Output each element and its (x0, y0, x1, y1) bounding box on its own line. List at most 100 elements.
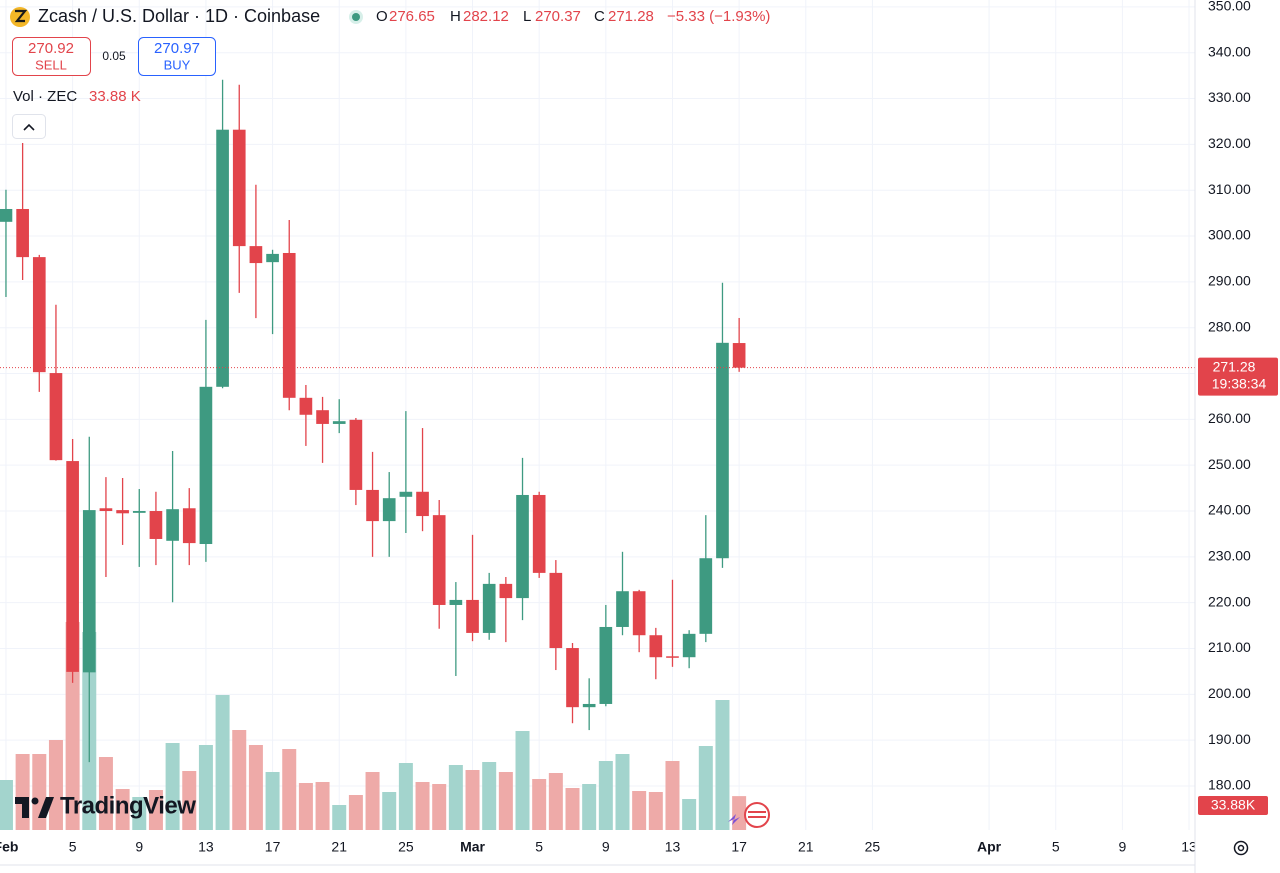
candle-body (282, 252, 296, 398)
collapse-icon (23, 123, 35, 131)
event-icon[interactable] (744, 802, 770, 828)
volume-bar (298, 783, 313, 830)
ohlc-c: C (594, 8, 605, 25)
volume-bar (465, 770, 480, 830)
candle-body (266, 253, 279, 263)
candle-body (649, 635, 663, 658)
candle-body (366, 489, 379, 522)
candle-body (116, 510, 129, 514)
volume-bar (182, 771, 197, 830)
y-tick-label: 260.00 (1208, 410, 1251, 426)
ohlc-change: −5.33 (−1.93%) (667, 8, 770, 25)
candle-body (349, 419, 363, 490)
candle-body (732, 343, 746, 368)
x-tick-label: 17 (731, 839, 747, 855)
candle-body (499, 583, 513, 599)
ohlc-open: 276.65 (389, 8, 435, 25)
x-tick-label: 9 (1118, 839, 1126, 855)
candle-body (332, 421, 346, 424)
x-tick-label: Mar (460, 839, 485, 855)
y-tick-label: 320.00 (1208, 135, 1251, 151)
volume-badge-value: 33.88K (1211, 797, 1256, 813)
candle-body (666, 656, 679, 658)
x-tick-label: 17 (265, 839, 281, 855)
sell-label: SELL (35, 57, 67, 72)
x-tick-label: 9 (135, 839, 143, 855)
candle-body (549, 572, 563, 649)
volume-bar (698, 746, 713, 830)
volume-bar (382, 792, 397, 830)
volume-bar (165, 743, 180, 830)
ohlc-l: L (523, 8, 531, 25)
logo-mark (15, 797, 29, 818)
candle-body (32, 257, 46, 373)
y-tick-label: 200.00 (1208, 685, 1251, 701)
volume-bar (132, 797, 147, 830)
candle-body (399, 491, 413, 497)
candle-body (216, 129, 229, 387)
candle-body (182, 508, 196, 544)
candle-body (599, 626, 613, 704)
candle-body (699, 558, 713, 634)
settings-icon[interactable] (1233, 840, 1249, 856)
volume-bar (48, 740, 63, 830)
volume-bar (515, 731, 530, 830)
x-tick-label: 9 (602, 839, 610, 855)
candle-body (632, 591, 646, 636)
volume-bar (598, 761, 613, 830)
candle-body (432, 515, 446, 605)
gear (1233, 840, 1249, 856)
sell-button[interactable] (12, 37, 91, 76)
y-tick-label: 230.00 (1208, 548, 1251, 564)
ohlc-low: 270.37 (535, 8, 581, 25)
y-tick-label: 220.00 (1208, 593, 1251, 609)
x-tick-label: 13 (1181, 839, 1197, 855)
x-tick-label: Apr (977, 839, 1002, 855)
price-badge-value: 271.28 (1213, 358, 1256, 374)
y-tick-label: 240.00 (1208, 502, 1251, 518)
volume-bar (565, 788, 580, 830)
volume-bar (232, 730, 247, 830)
candle-body (682, 633, 696, 658)
volume-bar (615, 754, 630, 830)
volume-bar (32, 754, 47, 830)
status-dot (352, 13, 360, 21)
volume-bar (432, 784, 447, 830)
volume-bar (265, 772, 280, 830)
candle-body (166, 509, 179, 541)
countdown: 19:38:34 (1212, 375, 1267, 391)
candle-body (99, 508, 113, 512)
volume-bar (715, 700, 730, 830)
y-tick-label: 250.00 (1208, 456, 1251, 472)
x-tick-label: 13 (198, 839, 214, 855)
ohlc-high: 282.12 (463, 8, 509, 25)
x-tick-label: 5 (69, 839, 77, 855)
y-tick-label: 330.00 (1208, 89, 1251, 105)
candle-body (49, 373, 63, 461)
volume-title: Vol · ZEC (13, 88, 77, 105)
volume-bar (648, 792, 663, 830)
candle-body (249, 246, 263, 264)
candle-body (582, 703, 596, 708)
buy-button[interactable] (138, 37, 216, 76)
volume-bar (115, 789, 130, 830)
volume-bar (448, 765, 463, 830)
candle-body (232, 129, 246, 247)
candle-body (82, 510, 96, 673)
collapse-button[interactable] (12, 114, 46, 139)
y-tick-label: 350.00 (1208, 0, 1251, 14)
candle-body (616, 591, 629, 627)
ai-icon (728, 814, 740, 825)
x-tick-label: 5 (1052, 839, 1060, 855)
volume-bar (215, 695, 230, 830)
volume-bar (582, 784, 597, 830)
logo-text: TradingView (60, 792, 196, 819)
volume-bar (148, 790, 163, 830)
candle-body (516, 494, 529, 599)
x-tick-label: 21 (331, 839, 347, 855)
y-tick-label: 180.00 (1208, 777, 1251, 793)
candle-body (149, 511, 163, 539)
volume-value: 33.88 K (89, 88, 141, 105)
candle-body (132, 511, 146, 513)
candle-body (416, 491, 429, 517)
